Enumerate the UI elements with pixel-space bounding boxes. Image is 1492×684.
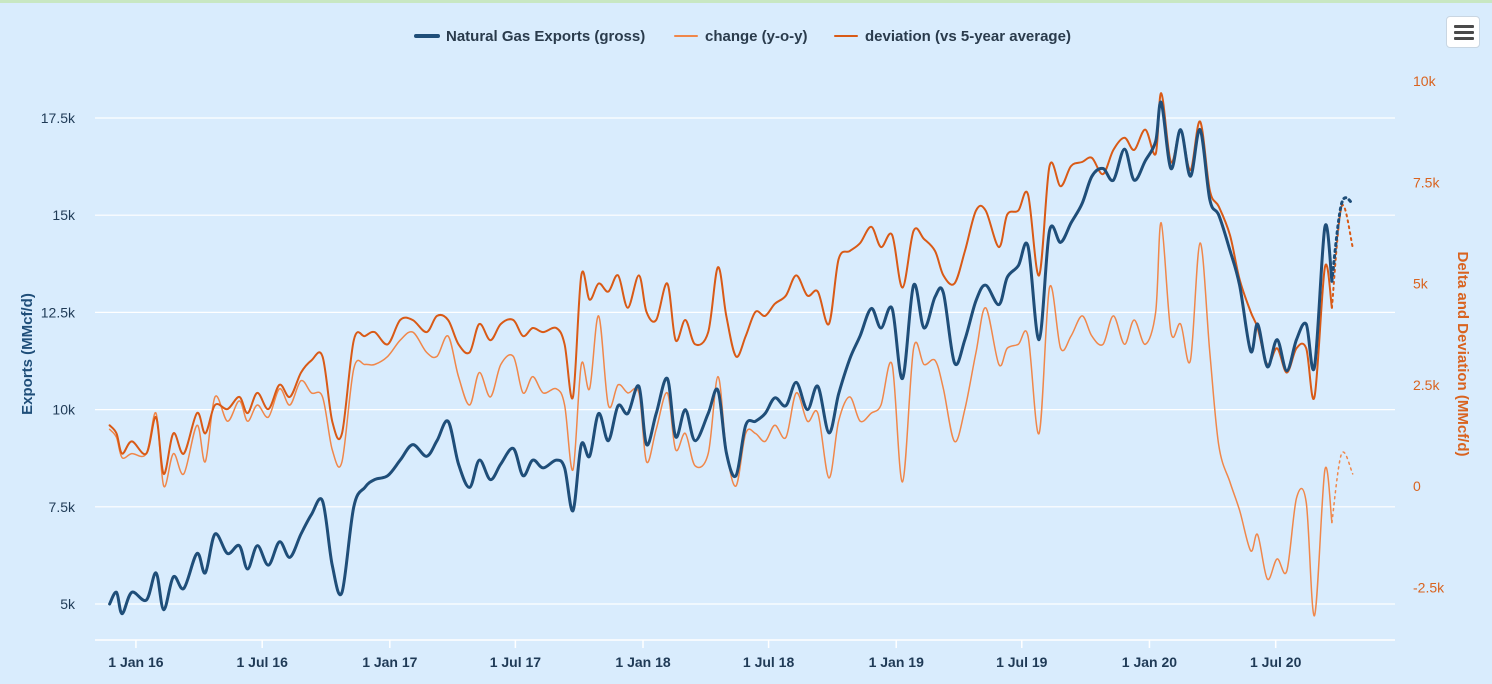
left-axis-title: Exports (MMcf/d) [19,293,36,415]
x-axis-tick-label: 1 Jan 20 [1122,654,1177,670]
right-axis-tick-label: 10k [1413,73,1437,89]
x-axis-tick-label: 1 Jul 18 [743,654,795,670]
legend-item[interactable]: Natural Gas Exports (gross) [414,28,645,45]
left-axis-tick-label: 10k [52,402,76,418]
legend-label: Natural Gas Exports (gross) [446,28,645,45]
x-axis: 1 Jan 16 1 Jul 16 1 Jan 17 1 Jul 17 1 Jan 18… [108,640,1302,670]
left-axis-tick-label: 17.5k [41,110,76,126]
series-forecast-line-1 [1331,451,1354,524]
x-axis-tick-label: 1 Jul 19 [996,654,1048,670]
legend-item[interactable]: deviation (vs 5-year average) [834,28,1071,45]
left-axis-tick-label: 7.5k [49,499,76,515]
right-axis-tick-label: 2.5k [1413,377,1440,393]
legend-item[interactable]: change (y-o-y) [674,28,808,45]
left-axis: 5k 7.5k 10k 12.5k 15k 17.5k [41,110,76,612]
right-axis-title: Delta and Deviation (MMcf/d) [1454,251,1471,456]
gridlines [95,117,1395,641]
series-lines [108,92,1355,617]
chart-menu-button[interactable] [1446,16,1480,48]
legend-label: deviation (vs 5-year average) [865,28,1071,45]
right-axis-tick-label: 0 [1413,478,1421,494]
right-axis: -2.5k 0 2.5k 5k 7.5k 10k [1413,73,1445,595]
legend: Natural Gas Exports (gross) change (y-o-y… [414,28,1071,45]
x-axis-tick-label: 1 Jul 16 [236,654,288,670]
right-axis-tick-label: 7.5k [1413,174,1440,190]
series-line-0 [108,100,1334,616]
x-axis-tick-label: 1 Jan 16 [108,654,163,670]
series-line-2 [108,92,1333,475]
hamburger-menu-icon-bar [1454,37,1474,40]
left-axis-tick-label: 15k [52,207,76,223]
x-axis-tick-label: 1 Jan 18 [615,654,670,670]
x-axis-tick-label: 1 Jan 17 [362,654,417,670]
left-axis-tick-label: 5k [60,596,76,612]
hamburger-menu-icon-bar [1454,31,1474,34]
x-axis-tick-label: 1 Jan 19 [869,654,924,670]
x-axis-tick-label: 1 Jul 17 [490,654,542,670]
x-axis-tick-label: 1 Jul 20 [1250,654,1302,670]
right-axis-tick-label: 5k [1413,276,1429,292]
left-axis-tick-label: 12.5k [41,304,76,320]
hamburger-menu-icon [1454,25,1474,28]
right-axis-tick-label: -2.5k [1413,579,1445,595]
top-border [0,0,1492,3]
series-forecast-line-0 [1330,196,1355,283]
legend-label: change (y-o-y) [705,28,808,45]
